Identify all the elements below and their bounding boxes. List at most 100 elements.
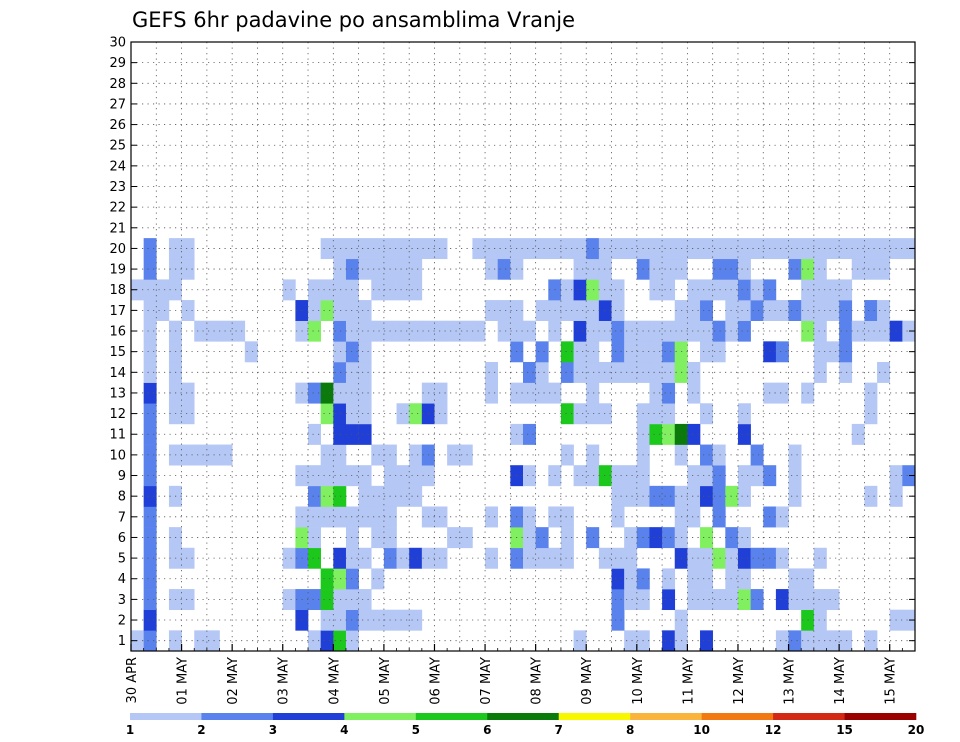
heatmap-cell bbox=[320, 444, 334, 466]
heatmap-cell bbox=[371, 609, 385, 631]
heatmap-cell bbox=[839, 279, 853, 301]
heatmap-cell bbox=[687, 320, 701, 342]
heatmap-cell bbox=[611, 320, 625, 342]
heatmap-cell bbox=[586, 258, 600, 280]
heatmap-cell bbox=[143, 609, 157, 631]
heatmap-cell bbox=[598, 361, 612, 383]
heatmap-cell bbox=[434, 238, 448, 260]
heatmap-cell bbox=[839, 300, 853, 321]
heatmap-cell bbox=[409, 444, 423, 466]
heatmap-cell bbox=[573, 403, 587, 425]
heatmap-cell bbox=[662, 527, 676, 549]
heatmap-cell bbox=[877, 361, 891, 383]
heatmap-cell bbox=[560, 341, 574, 363]
heatmap-cell bbox=[358, 300, 372, 321]
heatmap-cell bbox=[320, 589, 334, 611]
heatmap-cell bbox=[143, 361, 157, 383]
y-tick-label: 18 bbox=[109, 283, 126, 298]
heatmap-cell bbox=[143, 589, 157, 611]
heatmap-cell bbox=[813, 279, 827, 301]
heatmap-cell bbox=[788, 258, 802, 280]
heatmap-cell bbox=[586, 361, 600, 383]
heatmap-cell bbox=[700, 589, 713, 611]
colorbar-segment bbox=[773, 713, 845, 720]
heatmap-cell bbox=[396, 258, 410, 280]
heatmap-cell bbox=[813, 361, 827, 383]
heatmap-cell bbox=[864, 300, 878, 321]
heatmap-cell bbox=[333, 444, 347, 466]
heatmap-cell bbox=[371, 485, 385, 507]
heatmap-cell bbox=[333, 630, 347, 652]
heatmap-cell bbox=[358, 423, 372, 445]
heatmap-cell bbox=[851, 258, 865, 280]
heatmap-cell bbox=[826, 279, 840, 301]
heatmap-cell bbox=[358, 403, 372, 425]
heatmap-cell bbox=[725, 485, 739, 507]
heatmap-cell bbox=[358, 609, 372, 631]
colorbar-segment bbox=[844, 713, 917, 720]
heatmap-cell bbox=[560, 547, 574, 569]
heatmap-cell bbox=[662, 382, 676, 404]
heatmap-cell bbox=[573, 238, 587, 260]
heatmap-cell bbox=[624, 568, 638, 590]
colorbar-label: 10 bbox=[693, 723, 710, 737]
heatmap-cell bbox=[725, 547, 739, 569]
y-tick-label: 29 bbox=[109, 56, 126, 71]
y-tick-label: 13 bbox=[109, 386, 126, 401]
heatmap-cell bbox=[788, 589, 802, 611]
heatmap-cell bbox=[308, 300, 321, 321]
heatmap-cell bbox=[573, 320, 587, 342]
heatmap-cell bbox=[851, 238, 865, 260]
heatmap-cell bbox=[333, 465, 347, 487]
colorbar-segment bbox=[487, 713, 560, 720]
heatmap-cell bbox=[712, 320, 726, 342]
heatmap-cell bbox=[333, 506, 347, 528]
heatmap-cell bbox=[662, 403, 676, 425]
heatmap-cell bbox=[813, 630, 827, 652]
heatmap-cell bbox=[345, 238, 359, 260]
heatmap-cell bbox=[611, 609, 625, 631]
heatmap-cell bbox=[611, 506, 625, 528]
colorbar-label: 8 bbox=[626, 723, 634, 737]
heatmap-cell bbox=[320, 279, 334, 301]
heatmap-cell bbox=[472, 320, 486, 342]
heatmap-cell bbox=[434, 403, 448, 425]
heatmap-cell bbox=[535, 361, 549, 383]
heatmap-cell bbox=[535, 238, 549, 260]
heatmap-cell bbox=[194, 630, 208, 652]
heatmap-cell bbox=[333, 258, 347, 280]
x-tick-label: 11 MAY bbox=[681, 657, 696, 705]
heatmap-cell bbox=[598, 258, 612, 280]
heatmap-cell bbox=[523, 547, 536, 569]
heatmap-cell bbox=[434, 547, 448, 569]
heatmap-cell bbox=[737, 568, 751, 590]
heatmap-cell bbox=[345, 630, 359, 652]
y-tick-label: 7 bbox=[118, 510, 126, 525]
heatmap-cell bbox=[143, 568, 157, 590]
heatmap-cell bbox=[143, 258, 157, 280]
heatmap-cell bbox=[485, 361, 499, 383]
heatmap-cell bbox=[497, 258, 511, 280]
heatmap-cell bbox=[586, 320, 600, 342]
heatmap-cell bbox=[358, 320, 372, 342]
heatmap-cell bbox=[700, 320, 713, 342]
heatmap-cell bbox=[485, 382, 499, 404]
x-axis-ticks: 30 APR 01 MAY 02 MAY 03 MAY 04 MAY 05 MAY 06 M… bbox=[125, 644, 903, 705]
x-tick-label: 05 MAY bbox=[378, 657, 393, 705]
heatmap-cell bbox=[358, 465, 372, 487]
heatmap-cell bbox=[864, 485, 878, 507]
colorbar: 1 2 3 4 5 6 7 8 10 12 15 20 bbox=[126, 713, 924, 737]
colorbar-segment bbox=[201, 713, 274, 720]
heatmap-cell bbox=[700, 444, 713, 466]
heatmap-cell bbox=[611, 341, 625, 363]
heatmap-cell bbox=[611, 238, 625, 260]
heatmap-cell bbox=[649, 361, 663, 383]
heatmap-cell bbox=[586, 527, 600, 549]
heatmap-cell bbox=[219, 320, 233, 342]
heatmap-cell bbox=[813, 589, 827, 611]
heatmap-cell bbox=[700, 465, 713, 487]
heatmap-cell bbox=[371, 258, 385, 280]
heatmap-cell bbox=[877, 300, 891, 321]
heatmap-cell bbox=[598, 279, 612, 301]
heatmap-cell bbox=[143, 382, 157, 404]
